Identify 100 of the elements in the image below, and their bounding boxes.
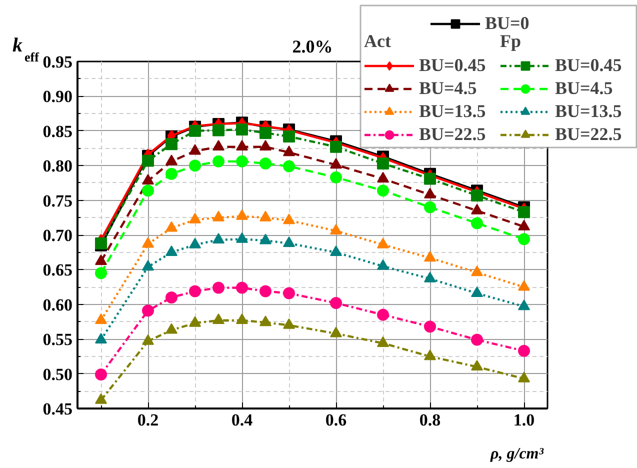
point — [260, 126, 272, 139]
legend-label: BU=13.5 — [419, 101, 486, 122]
point — [260, 285, 272, 298]
point — [260, 316, 272, 326]
point — [212, 233, 224, 244]
point — [142, 334, 154, 345]
point — [424, 172, 436, 185]
point — [236, 232, 248, 243]
point — [518, 220, 530, 230]
text: Fp — [500, 31, 522, 51]
point — [518, 372, 530, 382]
point — [377, 308, 389, 321]
point — [260, 140, 272, 151]
point — [189, 285, 201, 298]
point — [330, 140, 342, 153]
point — [283, 236, 295, 248]
legend-label: BU=0.45 — [555, 55, 622, 76]
point — [260, 210, 272, 222]
point — [236, 282, 248, 294]
y-tick-label: 0.50 — [42, 364, 72, 384]
point — [212, 282, 224, 294]
point — [142, 154, 154, 167]
point — [283, 318, 295, 329]
point — [424, 201, 436, 214]
y-tick-label: 0.95 — [42, 52, 72, 72]
y-tick-label: 0.45 — [42, 400, 72, 418]
point — [283, 130, 295, 142]
y-tick-label: 0.65 — [42, 260, 72, 280]
legend-label: BU=0.45 — [419, 55, 486, 76]
point — [166, 168, 178, 180]
y-tick-label: 0.70 — [42, 226, 72, 245]
legend-label: BU=0 — [485, 13, 530, 34]
point — [236, 140, 248, 151]
y-tick-label: 0.85 — [42, 122, 72, 141]
point — [189, 238, 201, 248]
point — [189, 124, 201, 137]
point — [424, 188, 436, 198]
point — [518, 206, 530, 218]
point — [166, 154, 178, 166]
legend-label: BU=13.5 — [555, 101, 622, 122]
point — [212, 124, 224, 136]
point — [518, 280, 530, 291]
y-tick-label: 0.75 — [42, 191, 72, 210]
point — [377, 172, 389, 182]
point — [283, 146, 295, 156]
x-tick-label: 0.6 — [325, 410, 347, 430]
point — [283, 160, 295, 172]
point — [283, 214, 295, 224]
point — [518, 300, 530, 310]
legend-label: BU=4.5 — [555, 78, 613, 99]
point — [424, 350, 436, 360]
point — [95, 267, 107, 280]
point — [330, 246, 342, 256]
point — [236, 124, 248, 136]
point — [424, 251, 436, 262]
point — [377, 158, 389, 170]
point — [236, 209, 248, 220]
legend-label: BU=22.5 — [419, 124, 486, 145]
y-tick-label: 0.60 — [42, 295, 72, 314]
x-tick-label: 1.0 — [513, 410, 535, 430]
point — [471, 217, 483, 230]
point — [142, 260, 154, 271]
point — [330, 171, 342, 184]
y-tick-label: 0.80 — [42, 156, 72, 176]
point — [471, 334, 483, 346]
point — [260, 158, 272, 170]
point — [95, 314, 107, 324]
point — [260, 234, 272, 244]
point — [377, 238, 389, 248]
legend-label: BU=22.5 — [555, 124, 622, 145]
point — [142, 304, 154, 317]
point — [95, 393, 107, 404]
point — [330, 224, 342, 235]
point — [330, 297, 342, 309]
point — [189, 316, 201, 327]
x-tick-label: 0.4 — [231, 410, 254, 430]
point — [166, 323, 178, 334]
point — [518, 233, 530, 246]
legend-label: BU=4.5 — [419, 78, 477, 99]
point — [189, 144, 201, 155]
point — [424, 272, 436, 282]
point — [424, 320, 436, 333]
point — [142, 184, 154, 197]
point — [212, 210, 224, 222]
text: Act — [364, 31, 391, 51]
point — [471, 189, 483, 202]
point — [166, 221, 178, 232]
point — [95, 368, 107, 380]
point — [377, 184, 389, 197]
point — [142, 174, 154, 185]
point — [330, 326, 342, 338]
point — [518, 344, 530, 357]
x-axis-title: ρ, g/cm³ — [490, 446, 544, 462]
point — [95, 332, 107, 344]
point — [471, 266, 483, 276]
point — [377, 259, 389, 270]
point — [212, 314, 224, 324]
y-tick-label: 0.55 — [42, 330, 72, 350]
point — [166, 291, 178, 304]
point — [142, 237, 154, 248]
